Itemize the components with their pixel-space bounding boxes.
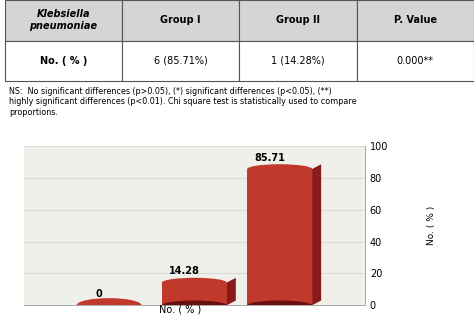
Text: 0: 0 (96, 289, 103, 299)
Bar (257, 302, 302, 308)
Ellipse shape (162, 278, 227, 287)
Text: 14.28: 14.28 (169, 266, 200, 276)
Bar (247, 169, 312, 305)
Bar (170, 302, 219, 308)
Text: No. ( % ): No. ( % ) (159, 305, 201, 315)
Ellipse shape (77, 298, 141, 312)
Text: 85.71: 85.71 (255, 153, 285, 162)
Y-axis label: No. ( % ): No. ( % ) (427, 206, 436, 245)
Bar (164, 302, 224, 308)
Bar (162, 302, 227, 308)
Bar (169, 302, 220, 308)
Text: NS:  No significant differences (p>0.05), (*) significant differences (p<0.05), : NS: No significant differences (p>0.05),… (9, 87, 357, 117)
Bar (162, 283, 227, 305)
Bar (250, 302, 310, 308)
Bar (253, 302, 307, 308)
Bar (255, 302, 304, 308)
Ellipse shape (247, 164, 312, 174)
Bar (166, 302, 223, 308)
Ellipse shape (247, 301, 312, 310)
Ellipse shape (162, 301, 227, 310)
Bar (164, 302, 225, 308)
Bar (167, 302, 221, 308)
Bar (172, 302, 217, 308)
Bar (251, 302, 308, 308)
Bar (247, 302, 312, 308)
Polygon shape (227, 278, 236, 305)
Polygon shape (312, 164, 321, 305)
Bar (249, 302, 310, 308)
Bar (254, 302, 305, 308)
